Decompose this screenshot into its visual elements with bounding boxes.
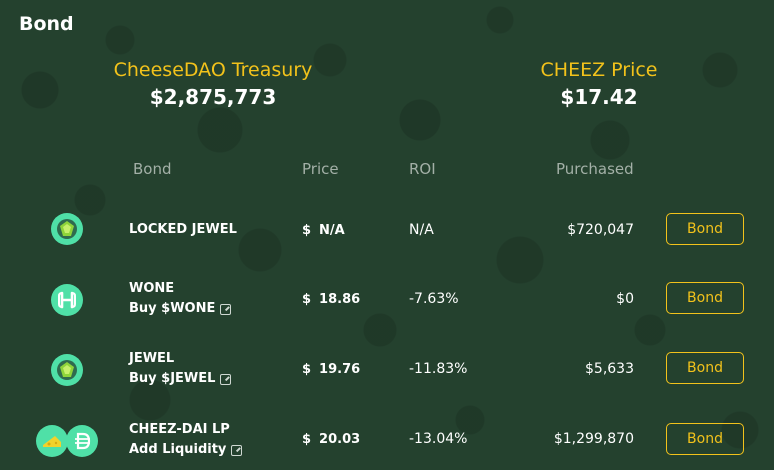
column-header-price: Price xyxy=(302,160,339,178)
price-value: 18.86 xyxy=(319,292,361,307)
price-value: 19.76 xyxy=(319,362,361,377)
currency-symbol: $ xyxy=(302,432,312,447)
currency-symbol: $ xyxy=(302,223,312,238)
add-liquidity-link[interactable]: Add Liquidity xyxy=(129,441,243,459)
buy-link-label: Buy $WONE xyxy=(129,301,216,316)
bond-roi: -7.63% xyxy=(409,291,459,307)
jewel-icon xyxy=(51,354,83,386)
cheez-dai-lp-icon xyxy=(36,425,98,457)
jewel-icon xyxy=(51,213,83,245)
treasury-label: CheeseDAO Treasury xyxy=(113,59,313,81)
column-header-bond: Bond xyxy=(133,160,172,178)
bond-name: JEWEL xyxy=(129,351,175,366)
bond-button[interactable]: Bond xyxy=(666,282,744,314)
price-value: $17.42 xyxy=(560,85,638,109)
price-label: CHEEZ Price xyxy=(540,59,658,81)
bond-purchased: $1,299,870 xyxy=(553,431,634,447)
buy-link[interactable]: Buy $JEWEL xyxy=(129,370,232,388)
price-stat: CHEEZ Price $17.42 xyxy=(515,58,683,110)
table-row: CHEEZ-DAI LP Add Liquidity $20.03 -13.04… xyxy=(0,417,774,467)
external-link-icon xyxy=(220,373,232,385)
bond-name: WONE xyxy=(129,281,175,296)
bond-roi: -11.83% xyxy=(409,361,468,377)
page-title: Bond xyxy=(19,13,74,35)
bond-price: $20.03 xyxy=(302,432,360,447)
harmony-icon xyxy=(51,284,83,316)
table-row: LOCKED JEWEL $ N/A N/A $720,047 Bond xyxy=(0,205,774,255)
buy-link[interactable]: Buy $WONE xyxy=(129,300,232,318)
bond-price: $18.86 xyxy=(302,292,360,307)
bond-name: LOCKED JEWEL xyxy=(129,222,237,237)
bond-purchased: $720,047 xyxy=(567,222,634,238)
bond-button[interactable]: Bond xyxy=(666,352,744,384)
column-header-roi: ROI xyxy=(409,160,436,178)
buy-link-label: Buy $JEWEL xyxy=(129,371,216,386)
bond-roi: -13.04% xyxy=(409,431,468,447)
bond-button[interactable]: Bond xyxy=(666,213,744,245)
price-value: 20.03 xyxy=(319,432,361,447)
currency-symbol: $ xyxy=(302,292,312,307)
bond-purchased: $5,633 xyxy=(585,361,634,377)
currency-symbol: $ xyxy=(302,362,312,377)
bond-purchased: $0 xyxy=(616,291,634,307)
add-liquidity-label: Add Liquidity xyxy=(129,442,227,457)
column-header-purchased: Purchased xyxy=(556,160,634,178)
table-row: WONE Buy $WONE $18.86 -7.63% $0 Bond xyxy=(0,276,774,326)
external-link-icon xyxy=(231,444,243,456)
table-row: JEWEL Buy $JEWEL $19.76 -11.83% $5,633 B… xyxy=(0,346,774,396)
price-value: N/A xyxy=(319,223,345,238)
external-link-icon xyxy=(220,303,232,315)
treasury-stat: CheeseDAO Treasury $2,875,773 xyxy=(92,58,334,110)
bond-button[interactable]: Bond xyxy=(666,423,744,455)
bond-price: $ N/A xyxy=(302,223,345,238)
treasury-value: $2,875,773 xyxy=(149,85,277,109)
bond-name: CHEEZ-DAI LP xyxy=(129,422,230,437)
bond-roi: N/A xyxy=(409,222,434,238)
bond-price: $19.76 xyxy=(302,362,360,377)
